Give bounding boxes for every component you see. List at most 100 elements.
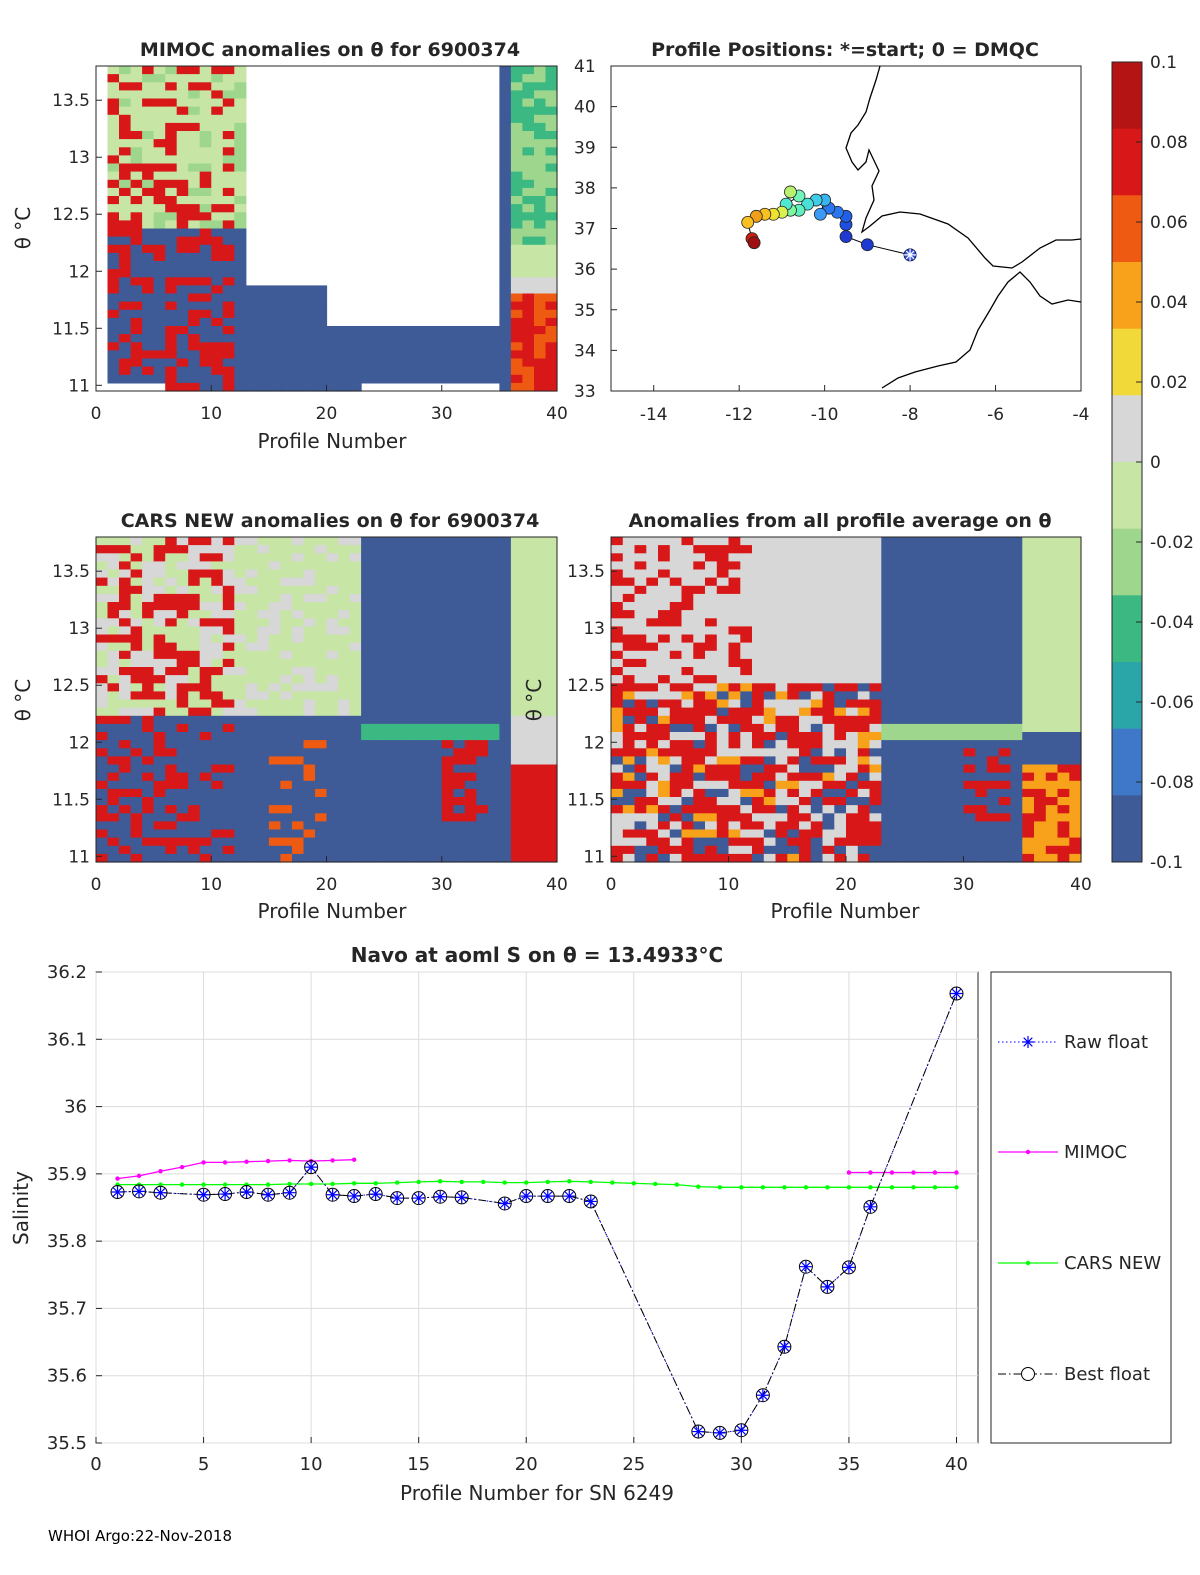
mimoc-point	[932, 1170, 938, 1175]
heatmap-cell	[453, 683, 466, 692]
heatmap-cell	[188, 585, 201, 595]
heatmap-cell	[407, 626, 420, 636]
heatmap-cell	[881, 715, 894, 725]
heatmap-cell	[987, 797, 1000, 806]
heatmap-cell	[315, 723, 328, 733]
heatmap-cell	[963, 853, 976, 863]
heatmap-cell	[1010, 610, 1023, 619]
heatmap-cell	[326, 805, 339, 814]
heatmap-cell	[291, 837, 304, 847]
heatmap-cell	[430, 545, 443, 554]
heatmap-cell	[234, 317, 247, 327]
heatmap-cell	[846, 650, 859, 660]
heatmap-cell	[188, 244, 201, 254]
heatmap-cell	[176, 748, 189, 757]
heatmap-cell	[857, 634, 871, 644]
heatmap-cell	[787, 545, 800, 554]
heatmap-cell	[119, 187, 132, 197]
heatmap-cell	[234, 277, 247, 286]
heatmap-cell	[834, 829, 847, 839]
heatmap-cell	[384, 845, 397, 855]
heatmap-cell	[234, 374, 247, 384]
heatmap-cell	[176, 228, 189, 238]
heatmap-cell	[268, 797, 281, 806]
heatmap-cell	[869, 813, 882, 822]
heatmap-cell	[418, 642, 431, 652]
heatmap-cell	[775, 569, 788, 579]
heatmap-cell	[176, 593, 189, 603]
heatmap-cell	[441, 780, 454, 790]
heatmap-cell	[1057, 764, 1070, 774]
heatmap-cell	[510, 155, 523, 165]
salinity-xtick-label: 15	[407, 1454, 430, 1475]
heatmap-cell	[522, 829, 535, 839]
heatmap-cell	[487, 602, 500, 611]
heatmap-cell	[1022, 797, 1035, 806]
heatmap-cell	[775, 683, 788, 692]
heatmap-cell	[372, 334, 385, 343]
heatmap-cell	[669, 691, 683, 701]
heatmap-cell	[810, 748, 824, 757]
heatmap-cell	[349, 748, 362, 757]
heatmap-cell	[869, 780, 882, 790]
heatmap-cell	[441, 342, 454, 351]
heatmap-cell	[799, 837, 812, 847]
heatmap-cell	[534, 106, 547, 116]
heatmap-cell	[96, 537, 109, 546]
heatmap-cell	[545, 610, 558, 619]
heatmap-cell	[705, 772, 718, 782]
heatmap-cell	[130, 650, 143, 660]
heatmap-cell	[510, 780, 523, 790]
colorbar-tick-label: 0.08	[1150, 133, 1188, 153]
heatmap-cell	[464, 366, 477, 376]
heatmap-cell	[1057, 788, 1070, 798]
heatmap-cell	[464, 683, 477, 692]
heatmap-cell	[372, 780, 385, 790]
heatmap-cell	[119, 585, 132, 595]
heatmap-cell	[441, 675, 454, 684]
heatmap-cell	[545, 122, 558, 132]
heatmap-cell	[119, 366, 132, 376]
heatmap-cell	[407, 545, 420, 554]
heatmap-cell	[658, 756, 671, 766]
heatmap-cell	[1010, 626, 1023, 636]
heatmap-cell	[728, 634, 741, 644]
heatmap-cell	[476, 797, 489, 806]
heatmap-cell	[441, 374, 454, 384]
colorbar-band	[1112, 462, 1142, 530]
heatmap-cell	[728, 764, 741, 774]
heatmap-cell	[349, 780, 362, 790]
heatmap-cell	[464, 553, 477, 562]
raw-point	[735, 1424, 748, 1437]
heatmap-cell	[634, 813, 647, 822]
heatmap-cell	[998, 845, 1012, 855]
heatmap-cell	[810, 853, 824, 863]
heatmap-cell	[142, 293, 155, 303]
heatmap-cell	[234, 797, 247, 806]
heatmap-cell	[153, 723, 166, 733]
heatmap-cell	[951, 650, 965, 660]
heatmap-cell	[107, 212, 120, 221]
heatmap-cell	[176, 163, 189, 173]
heatmap-cell	[130, 845, 143, 855]
heatmap-cell	[176, 780, 189, 790]
heatmap-cell	[176, 212, 189, 221]
heatmap-cell	[940, 658, 953, 668]
heatmap-cell	[1010, 553, 1023, 562]
heatmap-cell	[928, 748, 941, 757]
heatmap-cell	[940, 537, 953, 546]
heatmap-cell	[693, 577, 706, 587]
heatmap-cell	[740, 577, 753, 587]
heatmap-cell	[822, 829, 835, 839]
heatmap-cell	[681, 667, 694, 676]
heatmap-cell	[268, 326, 281, 335]
heatmap-cell	[315, 626, 328, 636]
heatmap-cell	[257, 561, 270, 571]
heatmap-cell	[622, 797, 636, 806]
heatmap-cell	[418, 805, 431, 814]
heatmap-cell	[545, 545, 558, 554]
heatmap-cell	[893, 797, 906, 806]
heatmap-cell	[119, 317, 132, 327]
heatmap-cell	[1069, 813, 1082, 822]
heatmap-cell	[787, 707, 800, 717]
